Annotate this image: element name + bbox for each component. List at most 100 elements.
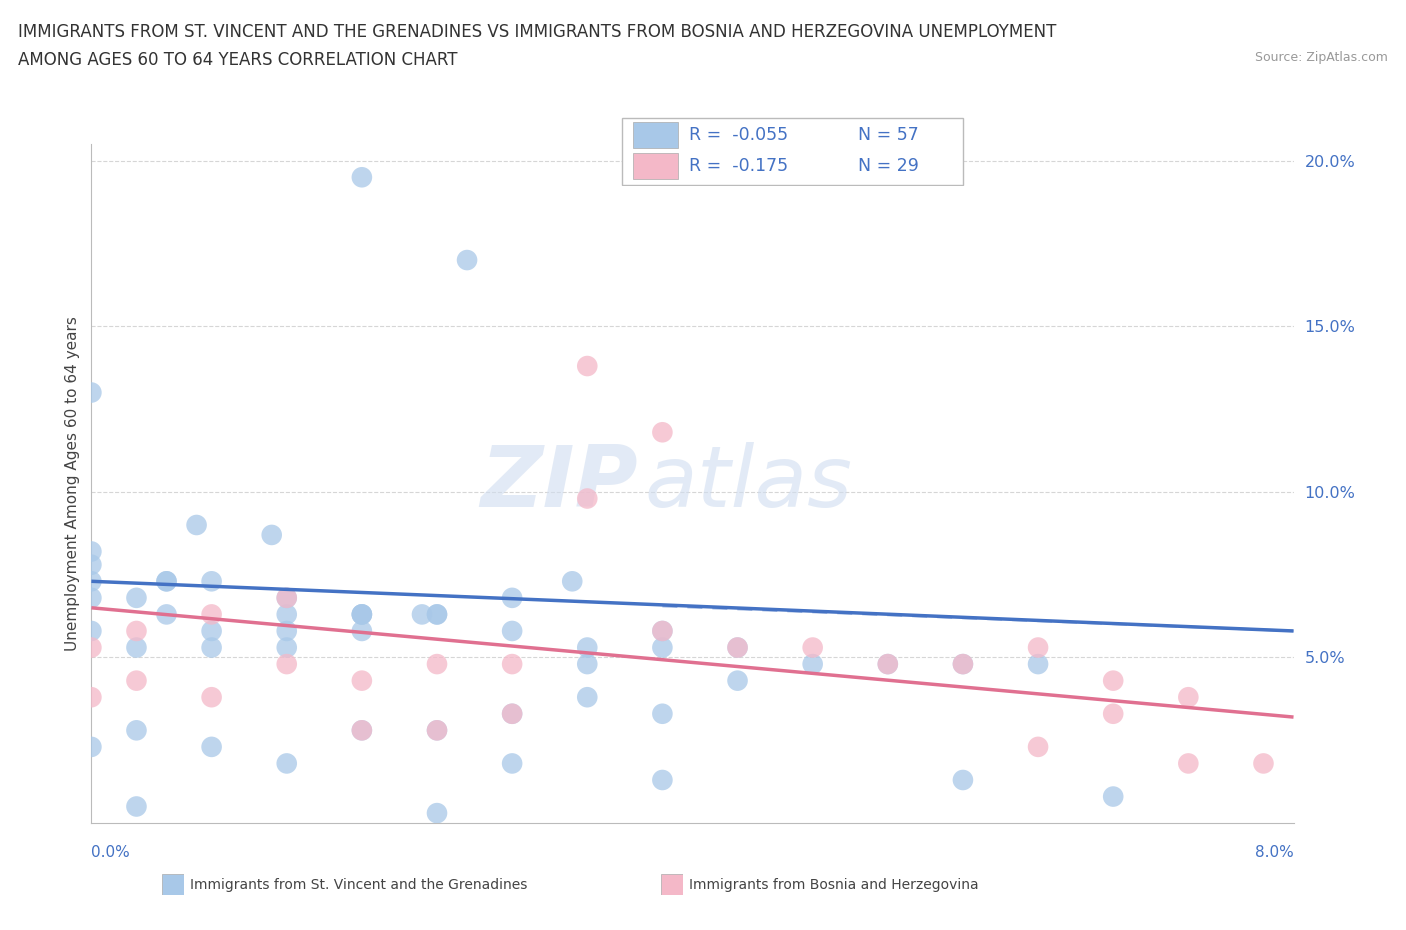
Point <box>80 385 103 400</box>
Point <box>426 607 449 622</box>
Point <box>125 591 148 605</box>
Point <box>201 607 224 622</box>
Point <box>576 491 599 506</box>
Point <box>426 657 449 671</box>
Point <box>350 673 373 688</box>
Point <box>576 657 599 671</box>
Point <box>80 739 103 754</box>
Point <box>576 640 599 655</box>
Bar <box>633 122 678 149</box>
Point <box>576 690 599 705</box>
Point <box>276 640 298 655</box>
Point <box>201 574 224 589</box>
Text: 8.0%: 8.0% <box>1254 845 1294 860</box>
Point <box>501 591 523 605</box>
Text: R =  -0.175: R = -0.175 <box>689 157 789 175</box>
Point <box>1177 756 1199 771</box>
Text: ZIP: ZIP <box>481 442 638 525</box>
Point <box>80 574 103 589</box>
Point <box>155 574 177 589</box>
Y-axis label: Unemployment Among Ages 60 to 64 years: Unemployment Among Ages 60 to 64 years <box>65 316 80 651</box>
Point <box>426 805 449 820</box>
Text: Immigrants from Bosnia and Herzegovina: Immigrants from Bosnia and Herzegovina <box>689 878 979 893</box>
Point <box>350 623 373 638</box>
Point <box>651 706 673 721</box>
Point <box>155 574 177 589</box>
Point <box>276 657 298 671</box>
Point <box>276 591 298 605</box>
Point <box>350 607 373 622</box>
Text: AMONG AGES 60 TO 64 YEARS CORRELATION CHART: AMONG AGES 60 TO 64 YEARS CORRELATION CH… <box>18 51 458 69</box>
Bar <box>633 153 678 179</box>
Point <box>350 607 373 622</box>
Point <box>576 359 599 374</box>
Point <box>1026 739 1049 754</box>
Point <box>727 640 749 655</box>
Point <box>80 623 103 638</box>
Text: IMMIGRANTS FROM ST. VINCENT AND THE GRENADINES VS IMMIGRANTS FROM BOSNIA AND HER: IMMIGRANTS FROM ST. VINCENT AND THE GREN… <box>18 23 1057 41</box>
Point <box>456 253 478 268</box>
Point <box>1102 673 1125 688</box>
Point <box>80 557 103 572</box>
Point <box>1026 657 1049 671</box>
Point <box>155 607 177 622</box>
Point <box>501 756 523 771</box>
Point <box>561 574 583 589</box>
Point <box>651 623 673 638</box>
Text: R =  -0.055: R = -0.055 <box>689 126 789 144</box>
Point <box>201 690 224 705</box>
Point <box>80 640 103 655</box>
Text: 0.0%: 0.0% <box>91 845 131 860</box>
Point <box>501 623 523 638</box>
Point <box>1102 790 1125 804</box>
Point <box>801 657 824 671</box>
Point <box>1026 640 1049 655</box>
Point <box>260 527 283 542</box>
Point <box>125 673 148 688</box>
Point <box>727 673 749 688</box>
Point <box>80 591 103 605</box>
Point <box>201 623 224 638</box>
Point <box>276 591 298 605</box>
Point <box>201 640 224 655</box>
Point <box>80 690 103 705</box>
Point <box>501 657 523 671</box>
Point <box>125 799 148 814</box>
Point <box>651 640 673 655</box>
Text: atlas: atlas <box>644 442 852 525</box>
Point <box>201 739 224 754</box>
Point <box>501 706 523 721</box>
Point <box>125 623 148 638</box>
Point <box>651 425 673 440</box>
Point <box>350 607 373 622</box>
Point <box>1102 706 1125 721</box>
Point <box>727 640 749 655</box>
Point <box>651 773 673 788</box>
Point <box>125 640 148 655</box>
Point <box>876 657 898 671</box>
Point <box>426 723 449 737</box>
Point <box>426 607 449 622</box>
FancyBboxPatch shape <box>621 118 963 184</box>
Text: Source: ZipAtlas.com: Source: ZipAtlas.com <box>1254 51 1388 64</box>
Point <box>876 657 898 671</box>
Point <box>952 773 974 788</box>
Point <box>1177 690 1199 705</box>
Point <box>350 723 373 737</box>
Point <box>350 170 373 185</box>
Point <box>952 657 974 671</box>
Point <box>276 756 298 771</box>
Text: N = 57: N = 57 <box>858 126 918 144</box>
Point <box>801 640 824 655</box>
Point <box>411 607 433 622</box>
Point <box>426 723 449 737</box>
Point <box>651 623 673 638</box>
Point <box>276 607 298 622</box>
Point <box>952 657 974 671</box>
Text: Immigrants from St. Vincent and the Grenadines: Immigrants from St. Vincent and the Gren… <box>190 878 527 893</box>
Point <box>125 723 148 737</box>
Point <box>186 518 208 533</box>
Text: N = 29: N = 29 <box>858 157 918 175</box>
Point <box>1253 756 1275 771</box>
Point <box>80 544 103 559</box>
